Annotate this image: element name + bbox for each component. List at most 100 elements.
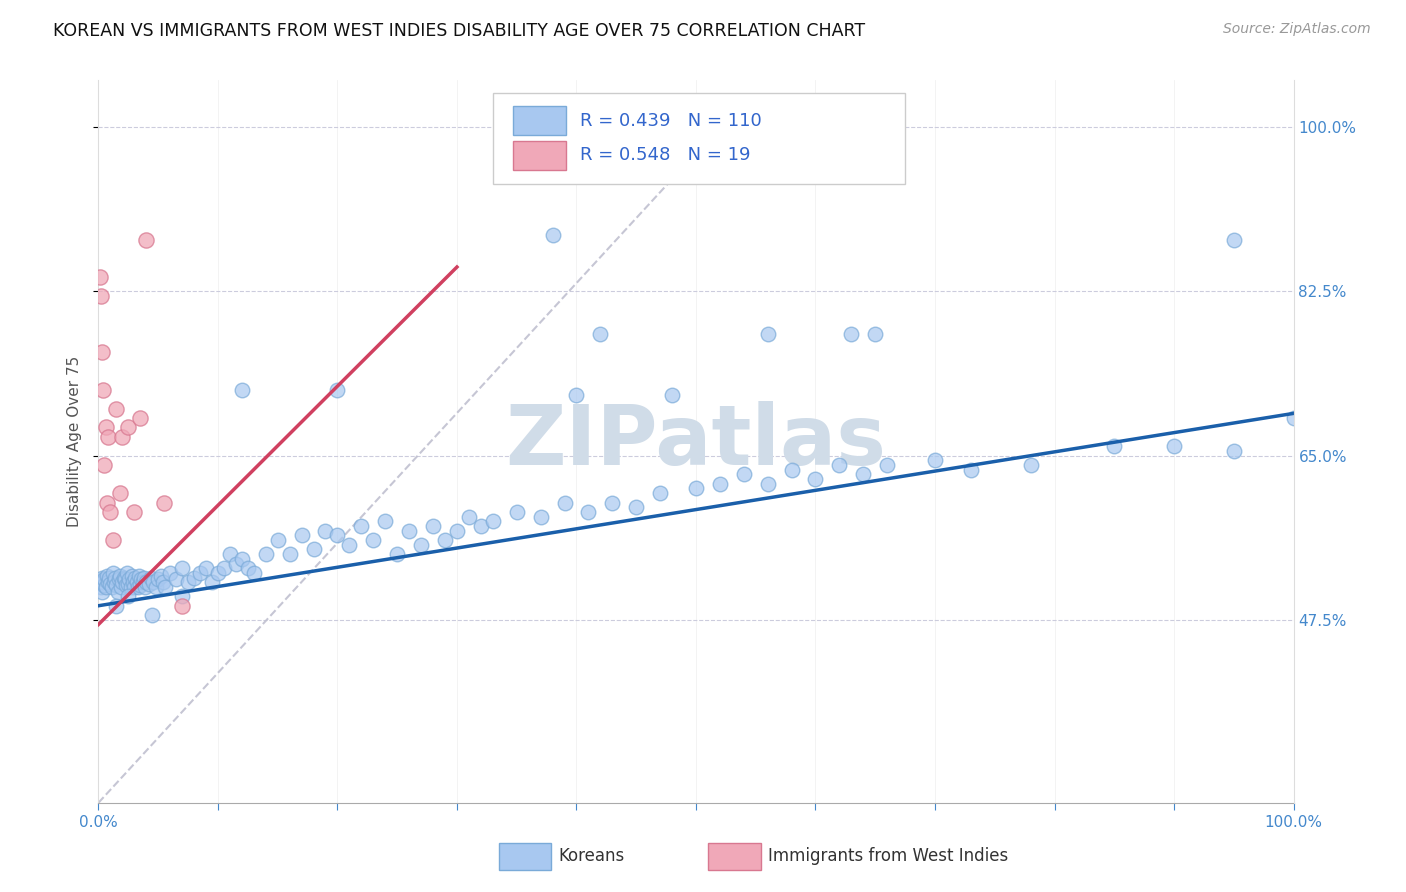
Point (98, 577, 122, 591)
Point (135, 233, 157, 247)
Point (149, 568, 172, 582)
Point (506, 505, 529, 519)
Point (446, 524, 468, 538)
Point (111, 575, 134, 590)
Text: ZIPatlas: ZIPatlas (506, 401, 886, 482)
Point (89, 575, 111, 590)
Point (648, 486, 672, 500)
Point (267, 533, 290, 547)
Point (165, 573, 187, 587)
Point (302, 542, 325, 557)
Point (865, 326, 887, 341)
Point (183, 571, 205, 585)
FancyBboxPatch shape (513, 106, 565, 136)
Point (1104, 439, 1126, 453)
Point (93, 573, 115, 587)
Point (207, 566, 229, 580)
Point (90, 580, 112, 594)
FancyBboxPatch shape (513, 141, 565, 169)
Point (177, 575, 200, 590)
Point (756, 476, 779, 491)
Point (291, 528, 314, 542)
Point (117, 420, 139, 434)
Point (139, 571, 162, 585)
Point (434, 533, 457, 547)
Point (960, 463, 983, 477)
Point (565, 387, 588, 401)
Point (138, 577, 160, 591)
Point (374, 514, 396, 528)
Point (1019, 458, 1042, 472)
Point (97, 430, 120, 444)
Point (91, 383, 114, 397)
Point (733, 467, 755, 482)
Point (110, 580, 132, 594)
Text: Source: ZipAtlas.com: Source: ZipAtlas.com (1223, 22, 1371, 37)
Point (385, 547, 409, 561)
Point (225, 557, 247, 571)
Point (98, 505, 122, 519)
Point (141, 608, 163, 623)
Point (188, 566, 211, 580)
Point (1282, 411, 1305, 425)
Point (101, 533, 124, 547)
Point (411, 538, 433, 552)
Text: Koreans: Koreans (558, 847, 624, 865)
Point (231, 551, 253, 566)
Point (96, 568, 118, 582)
Point (98, 571, 121, 585)
Point (120, 580, 142, 594)
Point (127, 580, 149, 594)
Point (89, 270, 111, 285)
Point (100, 580, 122, 594)
Point (685, 482, 707, 496)
Point (1223, 233, 1246, 247)
Point (131, 573, 153, 587)
FancyBboxPatch shape (709, 843, 761, 870)
Point (219, 547, 242, 561)
Text: R = 0.548   N = 19: R = 0.548 N = 19 (581, 146, 751, 164)
Point (804, 472, 827, 486)
Point (363, 533, 385, 547)
Point (107, 573, 129, 587)
Point (97, 575, 120, 590)
Point (125, 575, 148, 590)
Point (554, 495, 576, 509)
Point (195, 561, 218, 575)
Point (132, 571, 155, 585)
Point (90, 289, 112, 303)
FancyBboxPatch shape (499, 843, 551, 870)
Text: Immigrants from West Indies: Immigrants from West Indies (768, 847, 1008, 865)
Point (107, 584, 129, 599)
Point (145, 580, 167, 594)
Point (231, 383, 253, 397)
Point (828, 458, 851, 472)
Point (1223, 444, 1246, 458)
Point (243, 566, 266, 580)
Point (122, 575, 145, 590)
Point (103, 575, 125, 590)
Point (339, 538, 361, 552)
Point (709, 476, 731, 491)
Point (91, 575, 114, 590)
Point (212, 561, 235, 575)
FancyBboxPatch shape (494, 94, 905, 184)
Point (236, 561, 259, 575)
Point (924, 453, 946, 467)
Point (458, 509, 481, 524)
Point (541, 228, 564, 243)
Point (172, 590, 194, 604)
Point (117, 577, 139, 591)
Point (129, 411, 152, 425)
Point (589, 326, 612, 341)
Text: KOREAN VS IMMIGRANTS FROM WEST INDIES DISABILITY AGE OVER 75 CORRELATION CHART: KOREAN VS IMMIGRANTS FROM WEST INDIES DI… (53, 22, 866, 40)
Point (470, 519, 492, 533)
Point (93, 458, 115, 472)
Point (254, 547, 277, 561)
Point (118, 573, 141, 587)
Point (105, 401, 128, 416)
Point (172, 599, 194, 613)
Point (315, 524, 337, 538)
Point (152, 575, 174, 590)
Point (780, 463, 803, 477)
